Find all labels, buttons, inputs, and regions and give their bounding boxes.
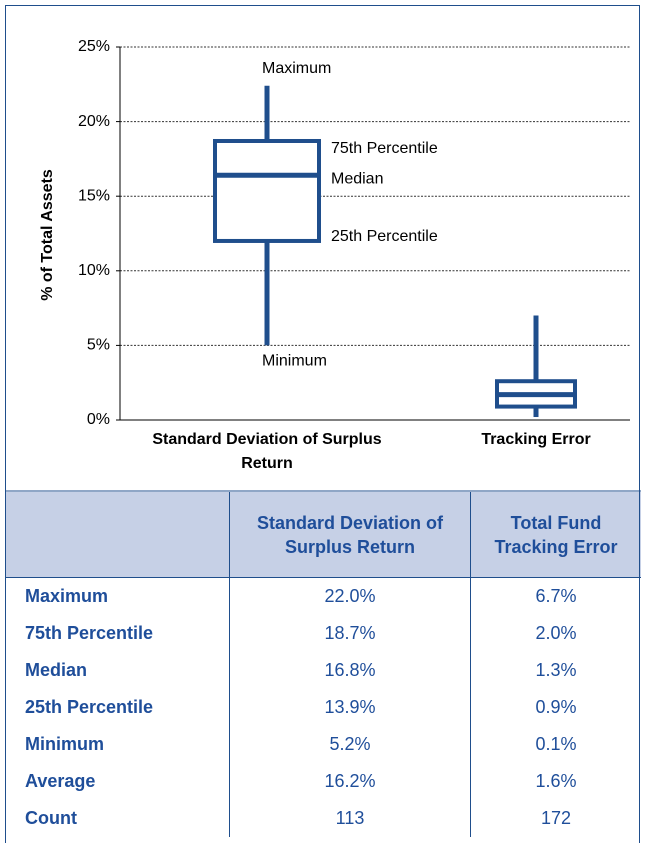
table-row: 75th Percentile 18.7% 2.0% bbox=[5, 615, 641, 652]
table-row: Minimum 5.2% 0.1% bbox=[5, 726, 641, 763]
cell: 16.8% bbox=[229, 652, 471, 689]
cell: 5.2% bbox=[229, 726, 471, 763]
annotation: Median bbox=[331, 171, 383, 188]
row-label: Median bbox=[25, 660, 88, 680]
column-header: Total Fund Tracking Error bbox=[470, 492, 641, 578]
y-axis-label: % of Total Assets bbox=[39, 169, 56, 301]
cell: 1.6% bbox=[470, 763, 641, 800]
column-header: Standard Deviation of Surplus Return bbox=[229, 492, 471, 578]
row-label: Count bbox=[25, 808, 77, 828]
annotation: 25th Percentile bbox=[331, 228, 438, 245]
y-tick-label: 10% bbox=[78, 262, 110, 279]
chart: % of Total Assets 0% 5% 10% 15% 20% 25% Maximu… bbox=[5, 38, 641, 492]
annotation: Maximum bbox=[262, 60, 331, 77]
cell: 22.0% bbox=[229, 577, 471, 615]
cell: 13.9% bbox=[229, 689, 471, 726]
cell: 2.0% bbox=[470, 615, 641, 652]
cell: 16.2% bbox=[229, 763, 471, 800]
y-tick-label: 0% bbox=[87, 411, 110, 428]
cell: 113 bbox=[229, 800, 471, 837]
row-label: 25th Percentile bbox=[25, 697, 154, 717]
cell: 1.3% bbox=[470, 652, 641, 689]
table-row: Median 16.8% 1.3% bbox=[5, 652, 641, 689]
cell: 0.9% bbox=[470, 689, 641, 726]
cell: 172 bbox=[470, 800, 641, 837]
stats-table: Standard Deviation of Surplus Return Tota… bbox=[5, 492, 641, 837]
table-row: Maximum 22.0% 6.7% bbox=[5, 577, 641, 615]
table-row: Average 16.2% 1.6% bbox=[5, 763, 641, 800]
cell: 18.7% bbox=[229, 615, 471, 652]
annotation: 75th Percentile bbox=[331, 140, 438, 157]
cell: 0.1% bbox=[470, 726, 641, 763]
row-label: Maximum bbox=[5, 577, 230, 615]
x-tick-label: Standard Deviation of Surplus Return bbox=[152, 431, 382, 472]
annotation: Minimum bbox=[262, 353, 327, 370]
y-tick-label: 20% bbox=[78, 113, 110, 130]
row-label: Average bbox=[25, 771, 96, 791]
table-row: Count 113 172 bbox=[5, 800, 641, 837]
box bbox=[213, 138, 321, 243]
y-tick-label: 15% bbox=[78, 187, 110, 204]
x-tick-label: Tracking Error bbox=[481, 431, 591, 448]
row-label: Minimum bbox=[25, 734, 104, 754]
header-corner bbox=[5, 492, 230, 578]
table-row: 25th Percentile 13.9% 0.9% bbox=[5, 689, 641, 726]
row-label: 75th Percentile bbox=[25, 623, 154, 643]
cell: 6.7% bbox=[470, 577, 641, 615]
y-tick-label: 5% bbox=[87, 337, 110, 354]
y-tick-label: 25% bbox=[78, 38, 110, 55]
